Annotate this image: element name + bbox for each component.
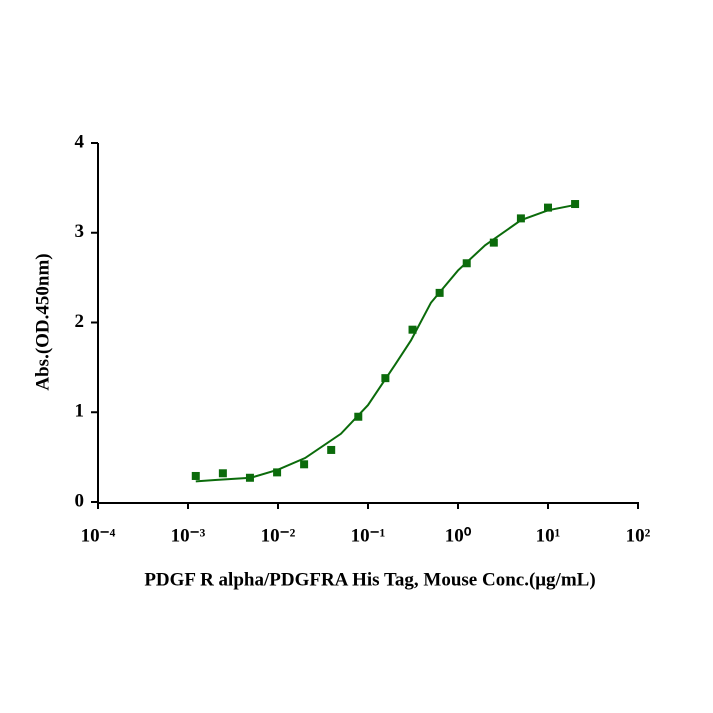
- y-tick-label: 3: [75, 221, 85, 242]
- data-point: [435, 288, 444, 297]
- x-axis-title: PDGF R alpha/PDGFRA His Tag, Mouse Conc.…: [144, 569, 595, 590]
- data-point: [218, 469, 227, 478]
- data-point: [300, 460, 309, 469]
- y-tick-label: 2: [75, 311, 85, 332]
- fit-curve: [195, 203, 576, 483]
- data-point: [489, 238, 498, 247]
- data-point: [544, 203, 552, 212]
- x-tick-label: 10⁻⁴: [81, 525, 116, 546]
- x-tick-label: 10⁻³: [171, 525, 206, 546]
- y-axis-title: Abs.(OD.450nm): [32, 253, 53, 390]
- data-point: [245, 473, 254, 482]
- x-tick-label: 10¹: [536, 525, 561, 546]
- x-tick-label: 10⁻²: [261, 525, 296, 546]
- x-tick-label: 10⁰: [445, 525, 472, 546]
- data-point: [381, 374, 390, 383]
- data-point: [462, 259, 471, 268]
- x-tick-label: 10²: [626, 525, 651, 546]
- y-tick-label: 0: [75, 490, 85, 511]
- data-point: [354, 412, 363, 421]
- data-point: [273, 468, 282, 477]
- data-point: [327, 445, 336, 454]
- data-point: [516, 214, 525, 223]
- data-point: [571, 200, 580, 209]
- data-point: [191, 471, 200, 480]
- x-tick-label: 10⁻¹: [351, 525, 386, 546]
- data-point: [408, 325, 417, 334]
- y-tick-label: 1: [75, 401, 85, 422]
- y-tick-label: 4: [75, 131, 85, 152]
